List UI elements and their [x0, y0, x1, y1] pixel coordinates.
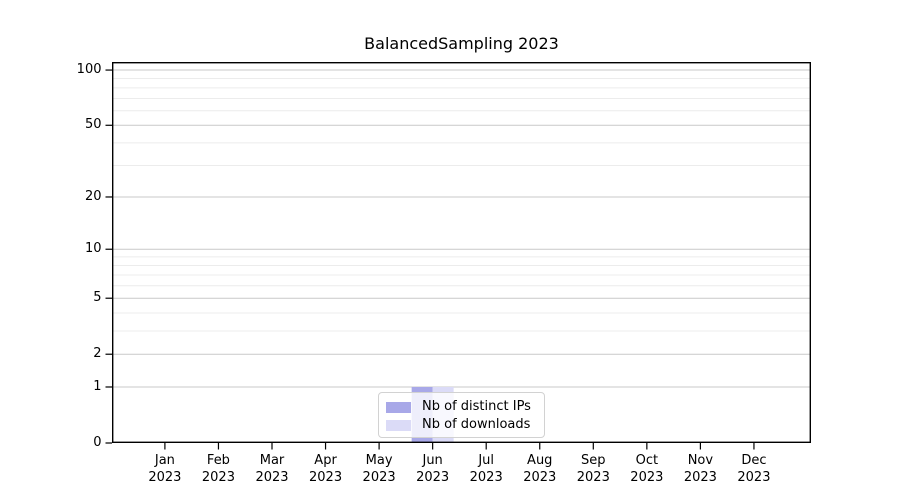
x-tick-month: Jul — [478, 453, 495, 468]
x-tick-year: 2023 — [148, 470, 182, 485]
x-tick-month: Jan — [154, 453, 175, 468]
legend-item: Nb of distinct IPs — [386, 398, 535, 416]
x-tick-label: Apr 2023 — [296, 452, 356, 486]
legend-label: Nb of distinct IPs — [422, 399, 531, 414]
x-tick-label: Sep 2023 — [563, 452, 623, 486]
plot-frame — [111, 61, 811, 444]
plot-area — [105, 61, 811, 450]
x-tick-month: Jun — [422, 453, 443, 468]
x-tick-year: 2023 — [362, 470, 396, 485]
legend-item: Nb of downloads — [386, 416, 535, 434]
x-tick-month: Feb — [206, 453, 230, 468]
x-tick-label: Feb 2023 — [188, 452, 248, 486]
x-tick-label: Jan 2023 — [135, 452, 195, 486]
legend-swatch-distinct-ips — [386, 401, 411, 413]
y-tick-label: 10 — [84, 241, 102, 257]
x-tick-year: 2023 — [309, 470, 343, 485]
x-tick-year: 2023 — [630, 470, 664, 485]
y-tick-label: 100 — [76, 62, 102, 78]
x-tick-year: 2023 — [469, 470, 503, 485]
x-tick-label: May 2023 — [349, 452, 409, 486]
x-tick-label: Oct 2023 — [617, 452, 677, 486]
x-tick-year: 2023 — [737, 470, 771, 485]
x-tick-month: Nov — [687, 453, 714, 468]
x-tick-label: Dec 2023 — [724, 452, 784, 486]
x-tick-year: 2023 — [255, 470, 289, 485]
x-tick-month: Dec — [741, 453, 767, 468]
x-tick-month: Aug — [527, 453, 553, 468]
y-tick-label: 5 — [93, 290, 102, 306]
x-tick-year: 2023 — [523, 470, 557, 485]
x-tick-month: Mar — [259, 453, 285, 468]
y-tick-label: 2 — [93, 346, 102, 362]
x-tick-label: Jun 2023 — [403, 452, 463, 486]
x-tick-month: Oct — [635, 453, 659, 468]
legend: Nb of distinct IPs Nb of downloads — [378, 392, 545, 438]
x-tick-year: 2023 — [416, 470, 450, 485]
x-tick-month: Apr — [314, 453, 337, 468]
x-tick-label: Jul 2023 — [456, 452, 516, 486]
y-tick-label: 0 — [93, 435, 102, 450]
x-tick-label: Aug 2023 — [510, 452, 570, 486]
y-tick-label: 20 — [84, 188, 102, 204]
x-tick-year: 2023 — [201, 470, 235, 485]
x-tick-label: Nov 2023 — [670, 452, 730, 486]
x-tick-month: May — [365, 453, 393, 468]
y-tick-label: 50 — [84, 117, 102, 133]
chart-title: BalancedSampling 2023 — [364, 34, 559, 53]
legend-label: Nb of downloads — [422, 417, 531, 432]
x-tick-year: 2023 — [683, 470, 717, 485]
legend-swatch-downloads — [386, 419, 411, 431]
plot-canvas — [105, 61, 811, 450]
x-tick-year: 2023 — [576, 470, 610, 485]
y-tick-label: 1 — [93, 378, 102, 394]
x-tick-month: Sep — [581, 453, 606, 468]
x-tick-label: Mar 2023 — [242, 452, 302, 486]
